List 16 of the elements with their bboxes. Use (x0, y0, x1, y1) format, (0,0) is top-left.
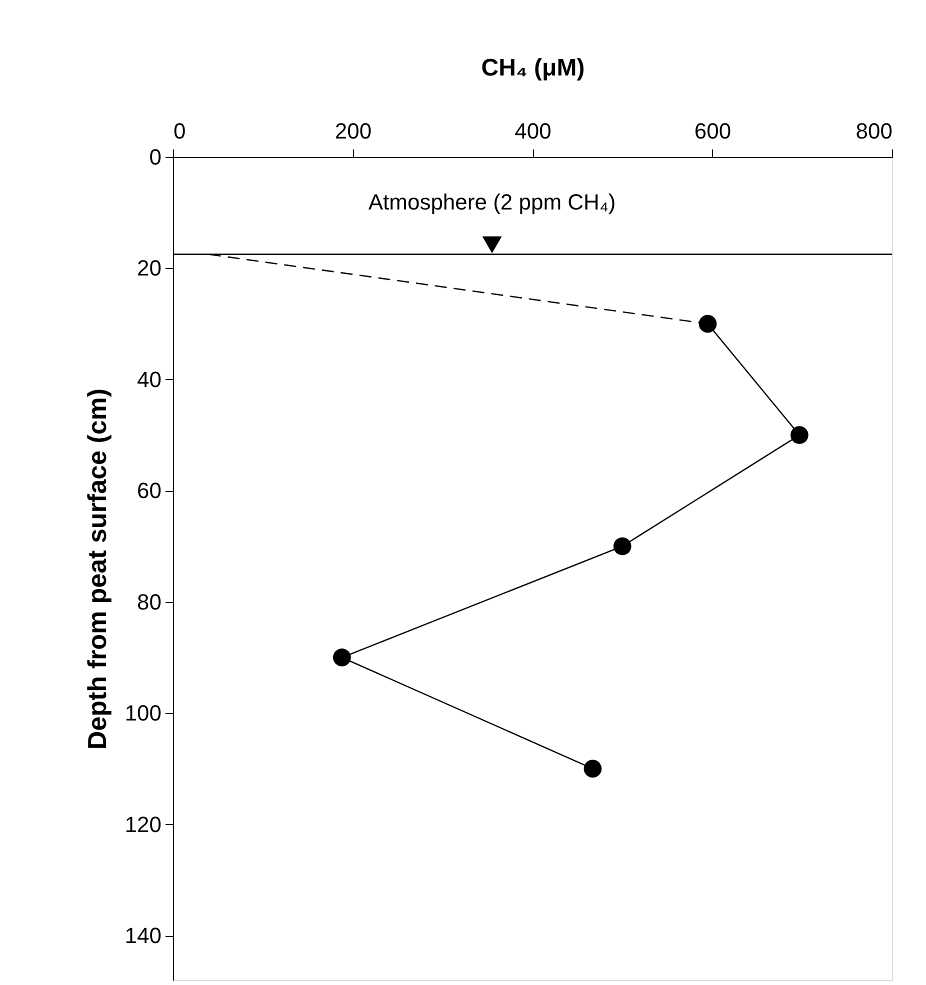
x-axis-title: CH₄ (μM) (481, 54, 585, 82)
x-tick-label: 0 (174, 118, 186, 144)
y-tick-label: 60 (137, 478, 162, 504)
x-tick-label: 200 (334, 118, 372, 144)
x-tick-label: 800 (856, 118, 892, 144)
y-tick-label: 80 (137, 589, 162, 614)
y-tick-label: 0 (149, 144, 162, 170)
x-tick-label: 400 (514, 118, 552, 144)
annotation: Atmosphere (2 ppm CH₄) (368, 189, 616, 214)
y-tick-label: 140 (124, 923, 162, 948)
y-tick-label: 120 (124, 812, 162, 837)
y-tick-label: 100 (124, 700, 162, 726)
y-tick-label: 20 (137, 256, 162, 281)
x-tick-label: 600 (694, 118, 732, 144)
y-axis-title: Depth from peat surface (cm) (82, 388, 112, 750)
y-tick-label: 40 (137, 366, 162, 392)
